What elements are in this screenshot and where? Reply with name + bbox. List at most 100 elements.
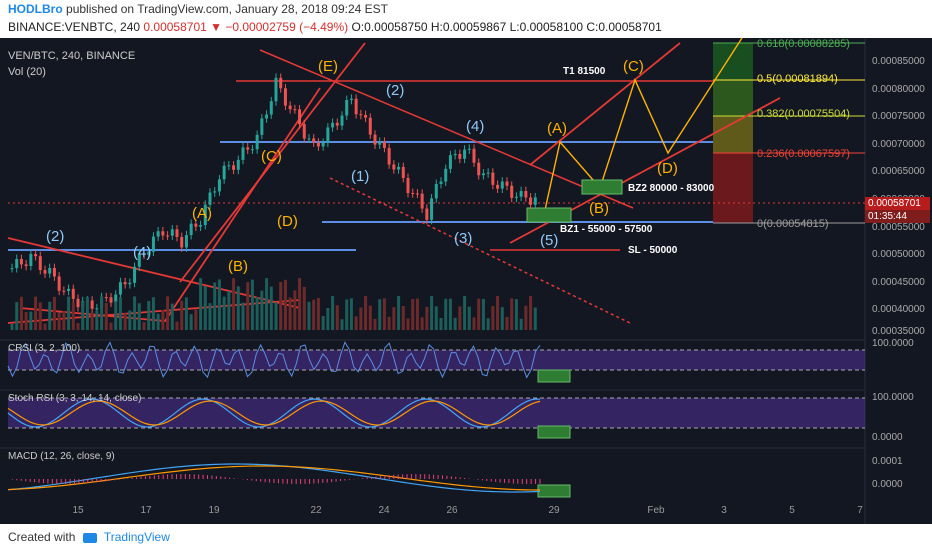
candle-body [406,178,410,194]
volume-bar [415,298,419,330]
chart-svg [0,38,866,524]
volume-bar [29,311,33,330]
volume-bar [184,297,188,330]
volume-bar [392,307,396,330]
candle-body [71,288,75,299]
stoch-d-line [7,400,541,426]
volume-bar [260,290,264,330]
wave-label: (3) [454,230,473,247]
stoch-axis-0: 0.0000 [872,432,903,443]
volume-bar [194,309,198,330]
chart-area[interactable]: VEN/BTC, 240, BINANCE Vol (20) 0.618(0.0… [0,38,932,524]
wave-label: (D) [277,213,298,230]
candle-body [109,297,113,303]
candle-body [95,308,99,310]
buy-zone-1-label: BZ1 - 55000 - 57500 [560,224,653,235]
candle-body [505,181,509,186]
candle-body [411,193,415,195]
candle-body [477,162,481,176]
candle-body [166,235,170,237]
candle-body [335,122,339,126]
volume-bar [175,321,179,330]
candle-body [274,77,278,102]
wave-label: (B) [589,200,609,217]
candle-body [133,266,137,283]
candle-body [10,268,14,270]
candle-body [293,109,297,111]
wave-label: (E) [318,58,338,75]
ohlc-values: O:0.00058750 H:0.00059867 L:0.00058100 C… [351,20,662,34]
volume-bar [170,303,174,330]
volume-bar [477,298,481,330]
x-tick: 19 [208,505,220,516]
volume-bar [213,282,217,330]
volume-bar [302,286,306,330]
candle-body [170,229,174,236]
volume-bar [448,298,452,330]
macd-zone [537,484,571,498]
fib-label: 0(0.00054815) [757,218,829,230]
candle-body [354,98,358,115]
volume-bar [491,306,495,330]
candle-body [288,105,292,110]
last-price-tag: 0.00058701 [865,197,930,210]
volume-bar [312,299,316,330]
author-name[interactable]: HODLBro [8,2,63,16]
candle-body [180,237,184,248]
candle-body [496,184,500,189]
macd-axis-0: 0.0000 [872,479,903,490]
candle-body [265,114,269,119]
candles [10,73,537,314]
volume-bar [128,310,132,330]
candle-body [208,192,212,205]
volume-bar [368,305,372,330]
candle-body [382,141,386,148]
stoch-label: Stoch RSI (3, 3, 14, 14, close) [8,393,142,404]
footer-brand[interactable]: TradingView [103,530,170,544]
volume-bar [199,278,203,330]
wave-label: (C) [261,148,282,165]
candle-body [340,115,344,126]
volume-bar [307,301,311,330]
stop-loss-label: SL - 50000 [628,245,678,256]
candle-body [260,118,264,135]
volume-bar [519,318,523,330]
candle-body [151,236,155,252]
volume-bar [453,317,457,330]
volume-bar [481,298,485,330]
fib-label: 0.618(0.00088285) [757,38,850,50]
volume-bar [24,312,28,330]
candle-body [486,172,490,174]
candle-body [222,165,226,180]
candle-body [217,179,221,192]
wave-label: (4) [133,244,152,261]
crsi-label: CRSI (3, 2, 100) [8,343,81,354]
volume-bar [48,301,52,330]
volume-bar [241,302,245,330]
candle-body [458,153,462,159]
candle-body [298,109,302,125]
wave-label: (5) [540,232,559,249]
volume-bar [114,301,118,330]
volume-bar [467,306,471,330]
volume-bar [378,299,382,330]
candle-body [316,142,320,147]
x-tick: 7 [857,505,863,516]
candle-body [175,229,179,238]
volume-bar [109,322,113,330]
candle-body [345,99,349,116]
candle-body [142,253,146,255]
volume-bar [95,310,99,330]
volume-bar [500,307,504,330]
volume-bar [166,296,170,330]
candle-body [123,282,127,285]
candle-body [444,168,448,182]
candle-body [467,148,471,150]
x-tick: 24 [378,505,390,516]
candle-body [519,191,523,197]
candle-body [529,197,533,205]
volume-bar [486,318,490,330]
volume-bar [81,301,85,330]
candle-body [156,231,160,237]
stoch-axis-100: 100.0000 [872,392,914,403]
